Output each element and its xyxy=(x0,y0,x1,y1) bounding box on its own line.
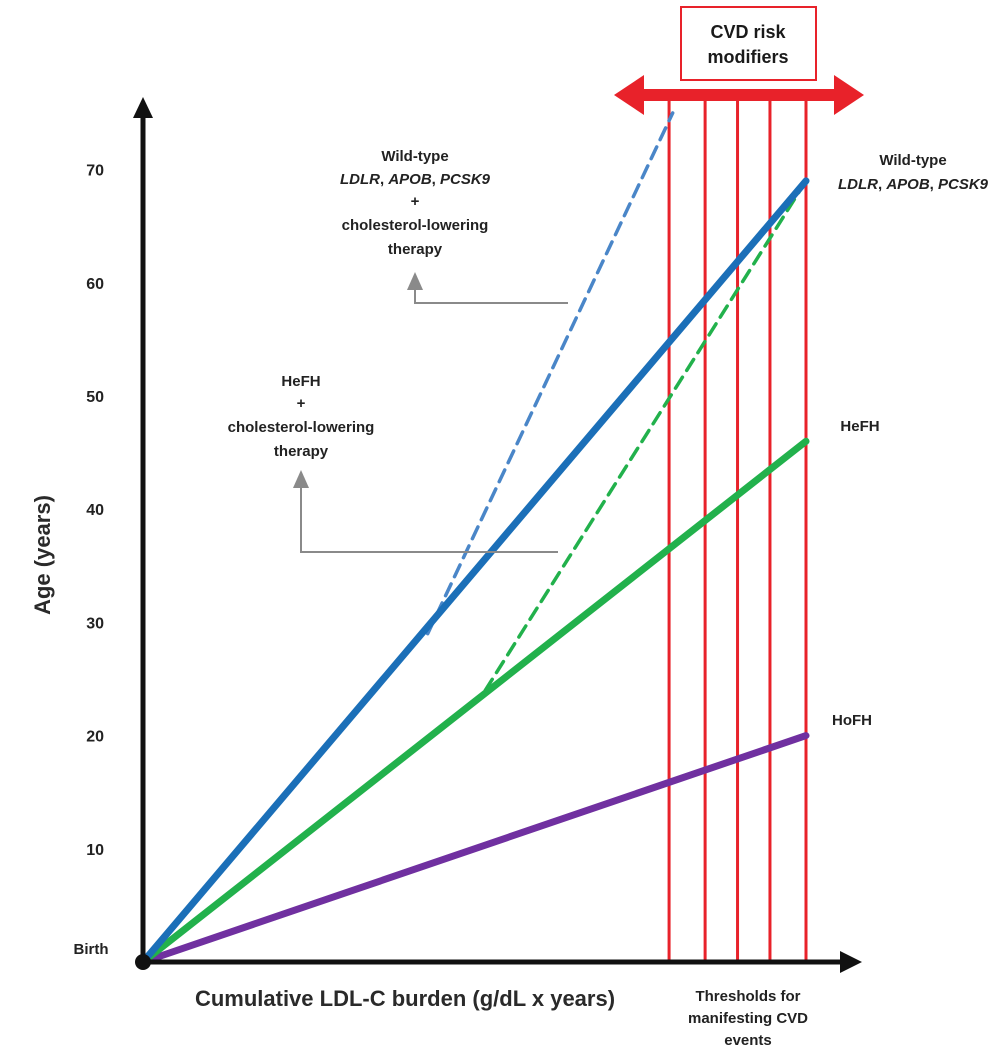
y-tick-label: 20 xyxy=(86,729,104,746)
risk-modifiers-box xyxy=(680,6,817,81)
risk-modifiers-arrow-right-head xyxy=(834,75,864,115)
y-tick-label: 40 xyxy=(86,502,104,519)
series-line-0 xyxy=(139,177,810,966)
end-label-hofh: HoFH xyxy=(832,712,872,729)
risk-modifiers-arrow-left-head xyxy=(614,75,644,115)
y-axis-label: Age (years) xyxy=(30,495,55,615)
therapy-hefh-line4: therapy xyxy=(274,443,329,460)
therapy-hefh-line3: cholesterol-lowering xyxy=(228,419,375,436)
series-line-4 xyxy=(483,179,808,693)
therapy-wt-plus: + xyxy=(411,193,420,210)
therapy-wt-line4: therapy xyxy=(388,241,443,258)
end-label-wild-type-line1: Wild-type xyxy=(879,152,946,169)
thresholds-layer xyxy=(667,100,808,962)
therapy-annotation-wild-type: Wild-type LDLR, APOB, PCSK9 + cholestero… xyxy=(340,148,568,304)
therapy-hefh-line1: HeFH xyxy=(281,373,320,390)
y-axis-arrowhead xyxy=(133,97,153,118)
x-axis-arrowhead xyxy=(840,951,862,973)
axes xyxy=(133,97,862,973)
therapy-wt-line3: cholesterol-lowering xyxy=(342,217,489,234)
therapy-annotation-hefh: HeFH + cholesterol-lowering therapy xyxy=(228,373,558,553)
y-tick-label: 60 xyxy=(86,276,104,293)
y-tick-label: 50 xyxy=(86,389,104,406)
series-line-3 xyxy=(425,111,675,636)
y-tick-labels: 10 20 30 40 50 60 70 xyxy=(86,163,104,859)
origin-dot xyxy=(135,954,151,970)
therapy-hefh-plus: + xyxy=(297,395,306,412)
y-tick-label: 10 xyxy=(86,842,104,859)
end-label-hefh: HeFH xyxy=(840,418,879,435)
end-label-wild-type: Wild-type LDLR, APOB, PCSK9 xyxy=(838,152,989,193)
y-tick-label: 30 xyxy=(86,615,104,632)
end-label-wild-type-genes: LDLR, APOB, PCSK9 xyxy=(838,176,989,193)
series-line-2 xyxy=(139,732,810,966)
series-line-1 xyxy=(139,437,810,966)
origin-label: Birth xyxy=(74,941,109,958)
series-layer xyxy=(139,111,810,966)
therapy-hefh-pointer xyxy=(293,470,558,553)
therapy-wt-genes: LDLR, APOB, PCSK9 xyxy=(340,171,491,188)
therapy-wt-pointer xyxy=(407,272,568,304)
y-tick-label: 70 xyxy=(86,163,104,180)
risk-modifiers-label: CVD risk modifiers xyxy=(707,22,788,67)
therapy-wt-line1: Wild-type xyxy=(381,148,448,165)
risk-modifiers: CVD risk modifiers xyxy=(614,6,864,115)
thresholds-label: Thresholds for manifesting CVD events xyxy=(688,988,808,1049)
x-axis-label: Cumulative LDL-C burden (g/dL x years) xyxy=(195,986,615,1011)
